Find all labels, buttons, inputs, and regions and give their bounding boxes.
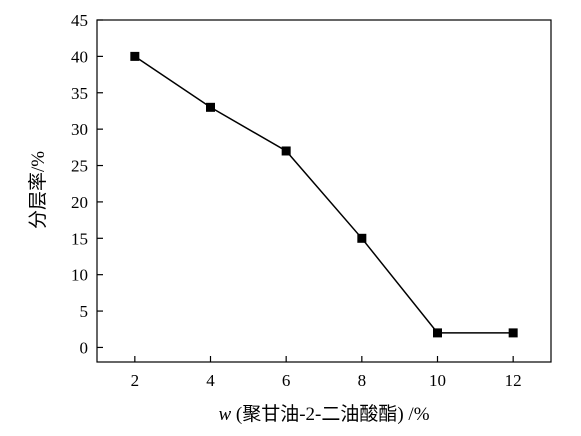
x-axis-title-variable: w (218, 404, 231, 425)
y-tick-label-15: 15 (71, 229, 88, 248)
y-tick-label-25: 25 (71, 157, 88, 176)
data-point-6 (281, 146, 291, 156)
y-tick-label-45: 45 (71, 11, 88, 30)
x-tick-label-6: 6 (282, 371, 291, 390)
y-tick-label-35: 35 (71, 84, 88, 103)
x-axis-title-text: (聚甘油-2-二油酸酯) /% (231, 403, 430, 425)
data-point-10 (433, 328, 442, 338)
data-point-12 (508, 328, 518, 338)
x-tick-label-10: 10 (429, 371, 446, 390)
y-tick-label-5: 5 (80, 302, 89, 321)
series-layer (130, 51, 518, 338)
x-tick-label-8: 8 (358, 371, 367, 390)
plot-frame (96, 19, 552, 363)
y-axis: 0 5 10 15 20 25 30 35 40 45 (71, 11, 103, 357)
y-tick-label-10: 10 (71, 266, 88, 285)
y-tick-label-0: 0 (80, 338, 89, 357)
x-axis: 2 4 6 8 10 12 (131, 356, 522, 390)
series-line-0 (134, 55, 514, 334)
y-tick-label-20: 20 (71, 193, 88, 212)
data-point-4 (206, 102, 215, 112)
y-tick-label-30: 30 (71, 120, 88, 139)
x-tick-label-4: 4 (206, 371, 215, 390)
x-axis-title: w (聚甘油-2-二油酸酯) /% (218, 403, 429, 425)
data-point-2 (130, 51, 140, 61)
x-tick-label-12: 12 (505, 371, 522, 390)
data-point-8 (357, 233, 367, 243)
y-tick-label-40: 40 (71, 47, 88, 66)
x-tick-label-2: 2 (131, 371, 140, 390)
y-axis-title: 分层率/% (27, 151, 49, 229)
